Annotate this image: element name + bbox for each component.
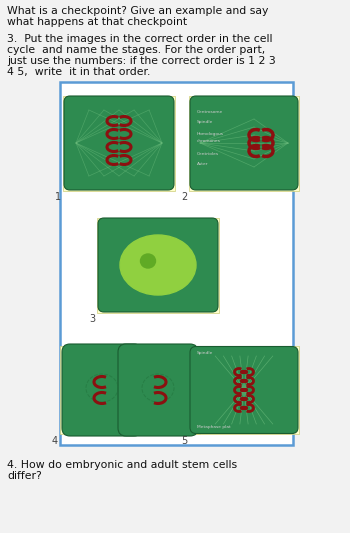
Text: 2: 2 [181, 192, 187, 203]
FancyBboxPatch shape [118, 344, 198, 436]
FancyBboxPatch shape [190, 346, 298, 433]
FancyBboxPatch shape [62, 344, 142, 436]
Text: Metaphase plat: Metaphase plat [197, 425, 231, 429]
Text: 5: 5 [181, 436, 187, 446]
Ellipse shape [140, 254, 155, 268]
Text: 1: 1 [55, 192, 61, 203]
FancyBboxPatch shape [97, 217, 219, 312]
FancyBboxPatch shape [189, 95, 299, 190]
Text: Centrioles: Centrioles [197, 152, 219, 156]
FancyBboxPatch shape [64, 96, 174, 190]
Text: 4 5,  write  it in that order.: 4 5, write it in that order. [7, 67, 150, 77]
Text: 4. How do embryonic and adult stem cells: 4. How do embryonic and adult stem cells [7, 460, 237, 470]
Ellipse shape [120, 235, 196, 295]
Text: cycle  and name the stages. For the order part,: cycle and name the stages. For the order… [7, 45, 265, 55]
Text: just use the numbers: if the correct order is 1 2 3: just use the numbers: if the correct ord… [7, 56, 276, 66]
FancyBboxPatch shape [60, 346, 200, 434]
Text: what happens at that checkpoint: what happens at that checkpoint [7, 17, 187, 27]
Text: Aster: Aster [197, 162, 209, 166]
Text: Centrosome: Centrosome [197, 110, 223, 114]
FancyBboxPatch shape [63, 95, 175, 190]
Text: differ?: differ? [7, 471, 42, 481]
Bar [60, 82, 293, 445]
FancyBboxPatch shape [189, 346, 299, 434]
Text: 4: 4 [52, 436, 58, 446]
Text: What is a checkpoint? Give an example and say: What is a checkpoint? Give an example an… [7, 6, 268, 16]
Text: 3.  Put the images in the correct order in the cell: 3. Put the images in the correct order i… [7, 34, 273, 44]
FancyBboxPatch shape [98, 218, 218, 312]
Text: 3: 3 [89, 314, 95, 325]
Text: Spindle: Spindle [197, 120, 214, 124]
Text: Spindle: Spindle [197, 351, 214, 355]
FancyBboxPatch shape [190, 96, 298, 190]
Text: Homologous: Homologous [197, 132, 224, 136]
Text: chromones: chromones [197, 139, 221, 143]
